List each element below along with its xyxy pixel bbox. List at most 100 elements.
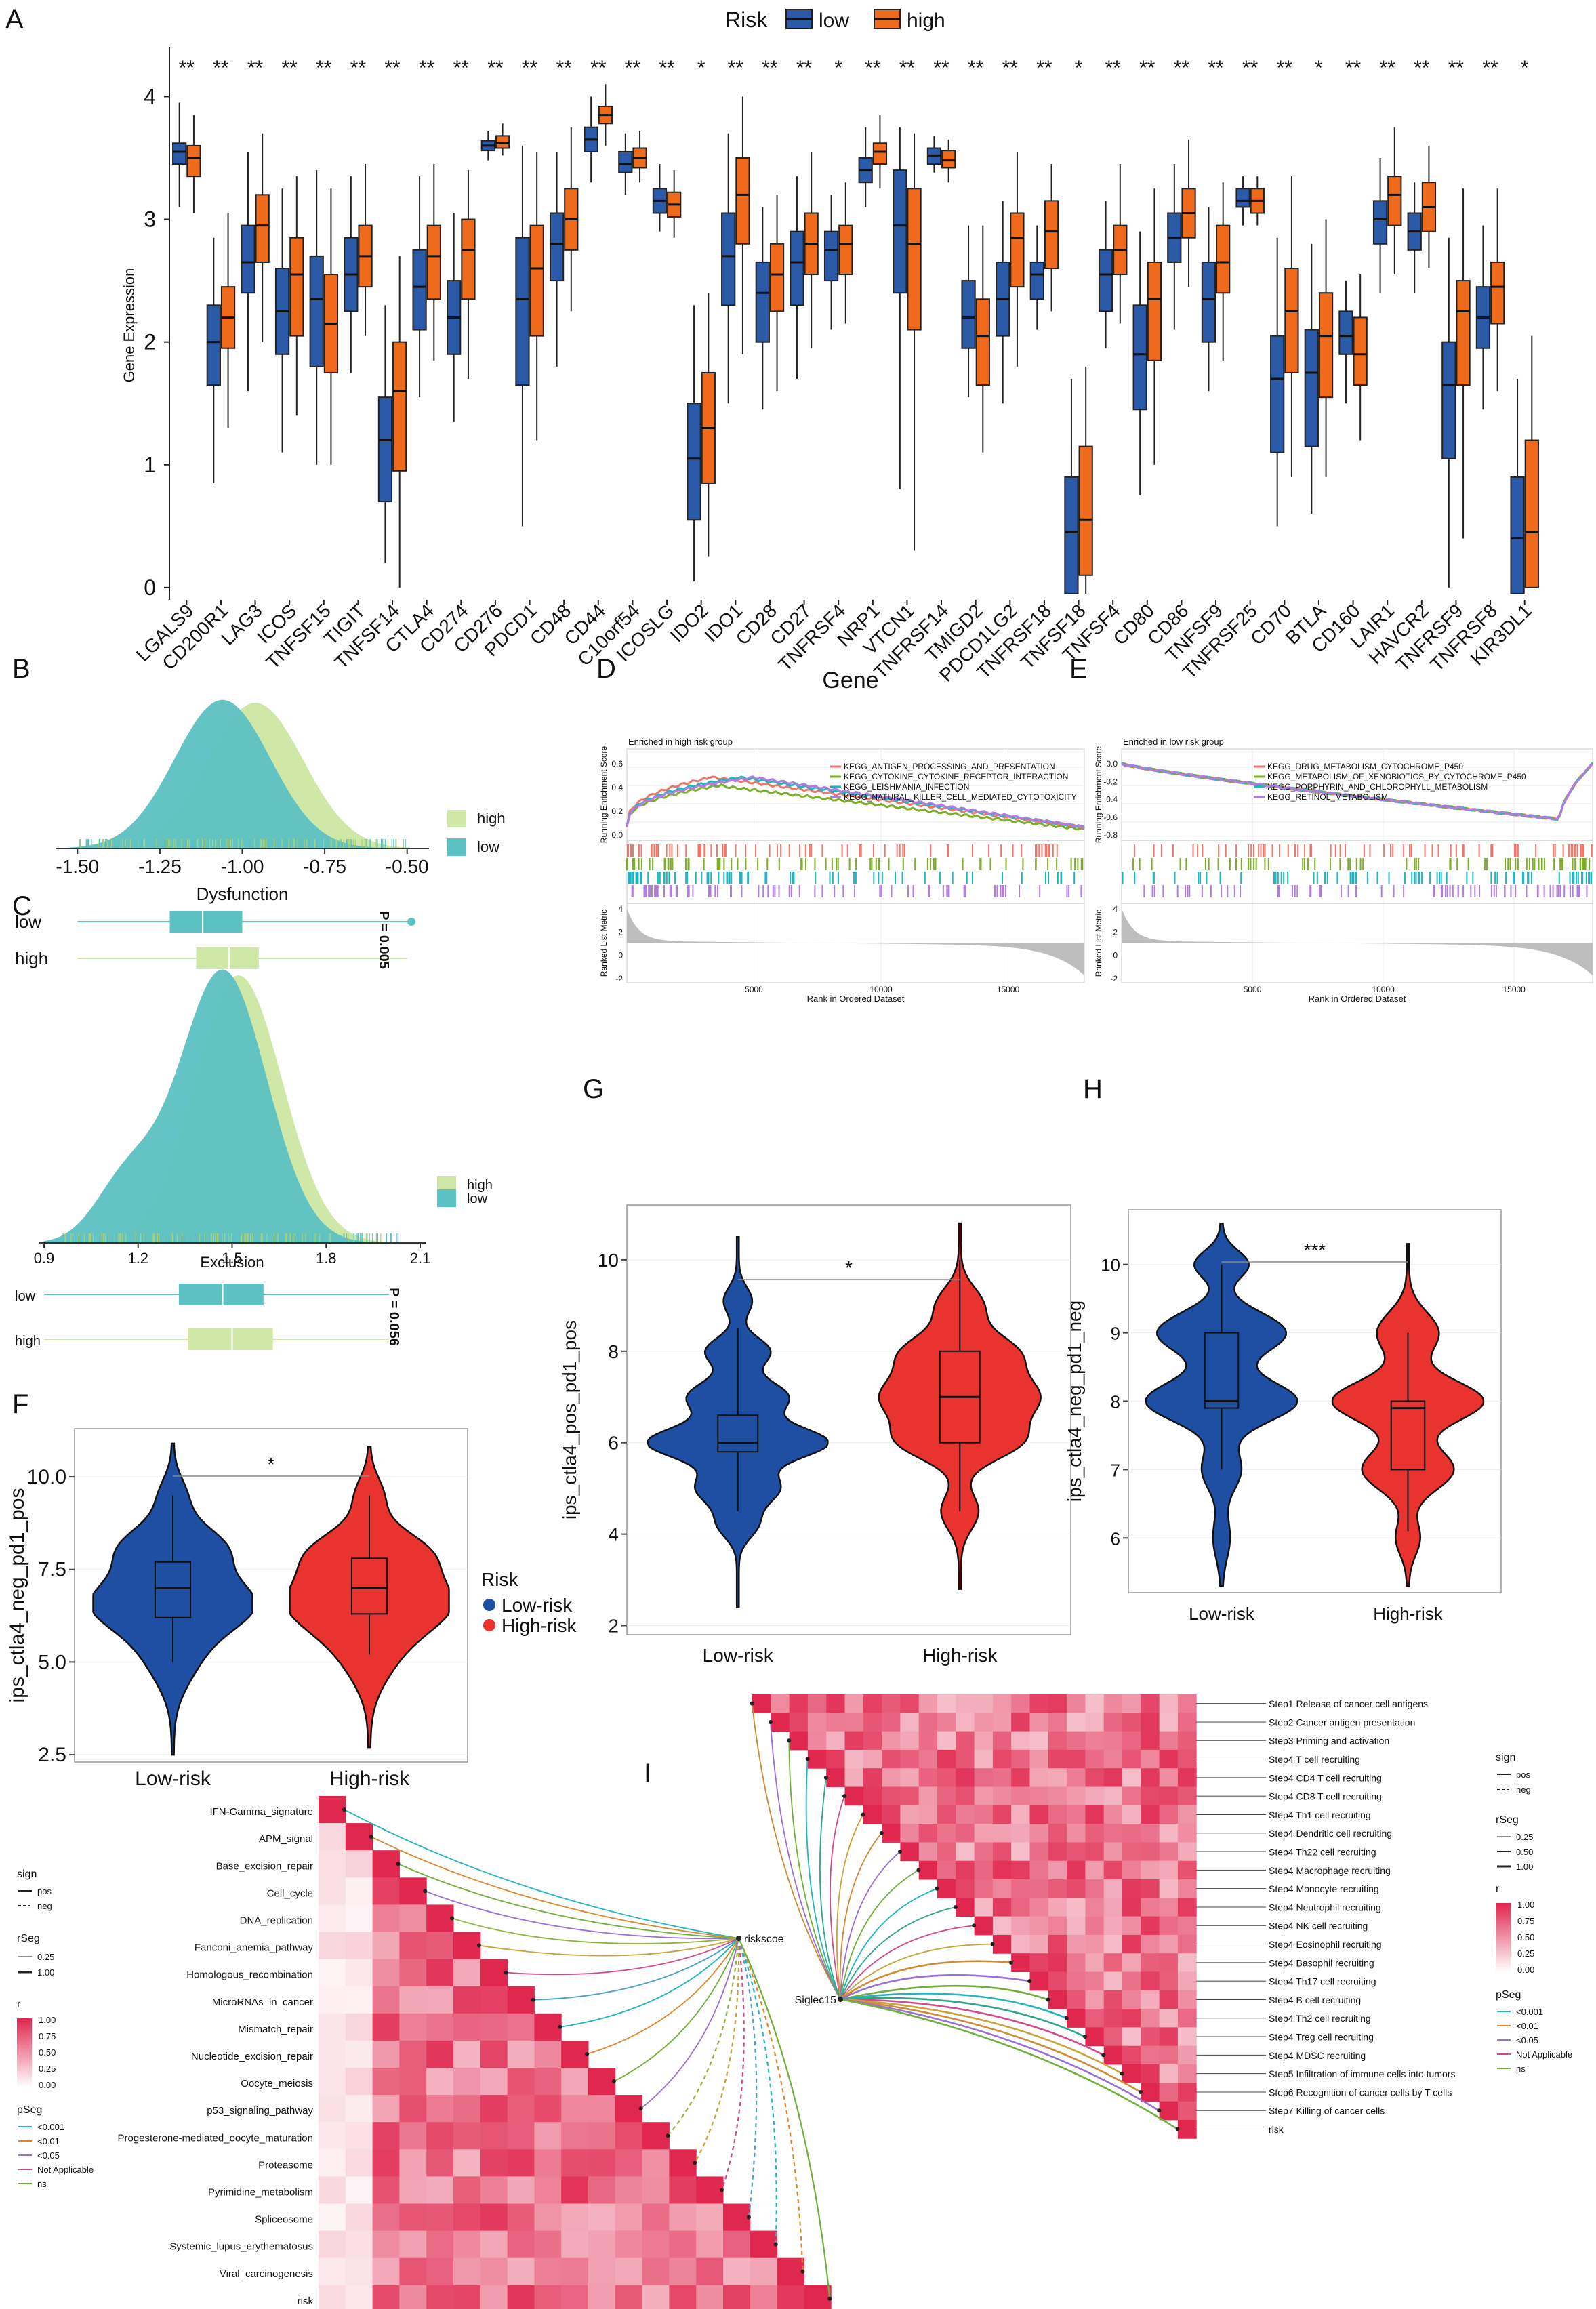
heat-cell	[1141, 2009, 1160, 2028]
heat-cell	[1103, 1916, 1123, 1936]
heat-cell	[918, 1713, 938, 1732]
y-tick-label: 0.2	[611, 806, 623, 816]
link-end-point	[879, 1831, 884, 1835]
link-end-point	[827, 2296, 832, 2301]
heat-cell	[750, 2230, 778, 2259]
colorbar-step	[17, 2018, 32, 2020]
heat-cell	[319, 2149, 346, 2177]
heat-cell	[480, 2013, 508, 2041]
heat-cell	[1067, 1805, 1086, 1824]
colorbar-step	[1496, 1967, 1511, 1969]
heat-cell	[918, 1786, 938, 1806]
heat-cell	[723, 2257, 751, 2286]
heat-cell	[561, 2122, 589, 2150]
row-label: Step4 Dendritic cell recruiting	[1269, 1828, 1392, 1839]
heat-cell	[319, 2013, 346, 2041]
y-tick-label: 4	[144, 84, 156, 108]
x-axis-title: Gene	[822, 668, 878, 693]
significance-label: **	[179, 57, 195, 79]
box-high-LGALS9	[186, 144, 201, 178]
significance-label: **	[247, 57, 264, 79]
heat-cell	[615, 2149, 643, 2177]
colorbar-step	[1496, 1921, 1511, 1924]
y-axis-title-bottom: Ranked List Metric	[599, 910, 609, 977]
box-high-NRP1	[872, 142, 888, 165]
heat-cell	[1048, 1879, 1067, 1898]
heat-cell	[319, 2285, 346, 2309]
heat-cell	[1177, 1879, 1197, 1898]
heat-cell	[534, 2257, 562, 2286]
heat-cell	[974, 1694, 994, 1713]
box-high-IDO1	[735, 157, 750, 245]
heat-cell	[1141, 1916, 1160, 1936]
box-low-IDO2	[687, 403, 701, 521]
heat-cell	[1141, 1786, 1160, 1806]
heat-cell	[956, 1824, 975, 1843]
heat-cell	[507, 1986, 535, 2014]
colorbar-step	[17, 2047, 32, 2049]
legend-label: KEGG_RETINOL_METABOLISM	[1267, 792, 1388, 802]
heat-cell	[1177, 2027, 1197, 2047]
colorbar-step	[17, 2062, 32, 2064]
correlation-link	[506, 1938, 739, 1976]
heat-cell	[1067, 1842, 1086, 1862]
correlation-link	[839, 1833, 882, 2000]
colorbar-step	[1496, 1944, 1511, 1946]
link-end-point	[787, 1738, 792, 1743]
y-axis-title-top: Running Enrichment Score	[599, 745, 609, 843]
heat-cell	[372, 1877, 400, 1905]
y-tick-label: 4	[608, 1524, 619, 1545]
correlation-link	[805, 1759, 841, 2000]
colorbar-step	[1496, 1938, 1511, 1941]
row-label: Step4 NK cell recruiting	[1269, 1921, 1368, 1932]
heat-cell	[1011, 1768, 1030, 1787]
link-end-point	[504, 1970, 508, 1975]
heat-cell	[372, 2257, 400, 2286]
heat-cell	[696, 2176, 724, 2204]
row-label: Cell_cycle	[267, 1887, 313, 1899]
heat-cell	[1103, 1990, 1123, 2009]
heat-cell	[345, 2068, 373, 2096]
heat-cell	[1048, 1990, 1067, 2009]
box-high-PDCD1LG2	[1010, 212, 1025, 288]
heat-cell	[534, 2040, 562, 2068]
heat-cell	[882, 1768, 901, 1787]
heat-cell	[974, 1824, 994, 1843]
heat-cell	[826, 1768, 845, 1787]
y-tick-label: 8	[608, 1341, 619, 1362]
heat-cell	[918, 1731, 938, 1751]
p-value-label: P = 0.056	[386, 1288, 401, 1346]
colorbar-step	[1496, 1915, 1511, 1917]
correlation-link	[836, 1814, 864, 2000]
heat-cell	[992, 1694, 1012, 1713]
heat-cell	[1177, 1731, 1197, 1751]
heat-cell	[319, 2230, 346, 2259]
heat-cell	[900, 1842, 920, 1862]
heat-cell	[345, 1850, 373, 1878]
legend-swatch	[483, 1619, 495, 1631]
heat-cell	[956, 1713, 975, 1732]
heat-cell	[723, 2230, 751, 2259]
heat-cell	[1048, 1898, 1067, 1917]
heat-cell	[507, 2257, 535, 2286]
heat-cell	[1177, 2045, 1197, 2065]
heat-cell	[1029, 1786, 1049, 1806]
heat-cell	[399, 1959, 427, 1987]
y-axis-title: ips_ctla4_neg_pd1_pos	[6, 1488, 28, 1703]
heat-cell	[453, 1959, 481, 1987]
y-tick-label: 3	[144, 207, 156, 232]
heat-cell	[1122, 1731, 1141, 1751]
heat-cell	[1122, 1713, 1141, 1732]
heat-cell	[918, 1749, 938, 1769]
heat-cell	[900, 1786, 920, 1806]
box-high-KIR3DL1	[1524, 439, 1539, 588]
box-low-TNFSF4	[1098, 249, 1113, 312]
legend-title: pSeg	[1496, 1989, 1521, 2001]
legend-label: KEGG_DRUG_METABOLISM_CYTOCHROME_P450	[1267, 762, 1463, 771]
row-label: Homologous_recombination	[186, 1969, 313, 1981]
row-label: Mismatch_repair	[238, 2024, 313, 2035]
heat-cell	[480, 2230, 508, 2259]
heat-cell	[399, 2122, 427, 2150]
heat-cell	[426, 2013, 454, 2041]
panel-b-density: -1.50 -1.25 -1.00 -0.75 -0.50 Dysfunction high…	[15, 699, 506, 969]
